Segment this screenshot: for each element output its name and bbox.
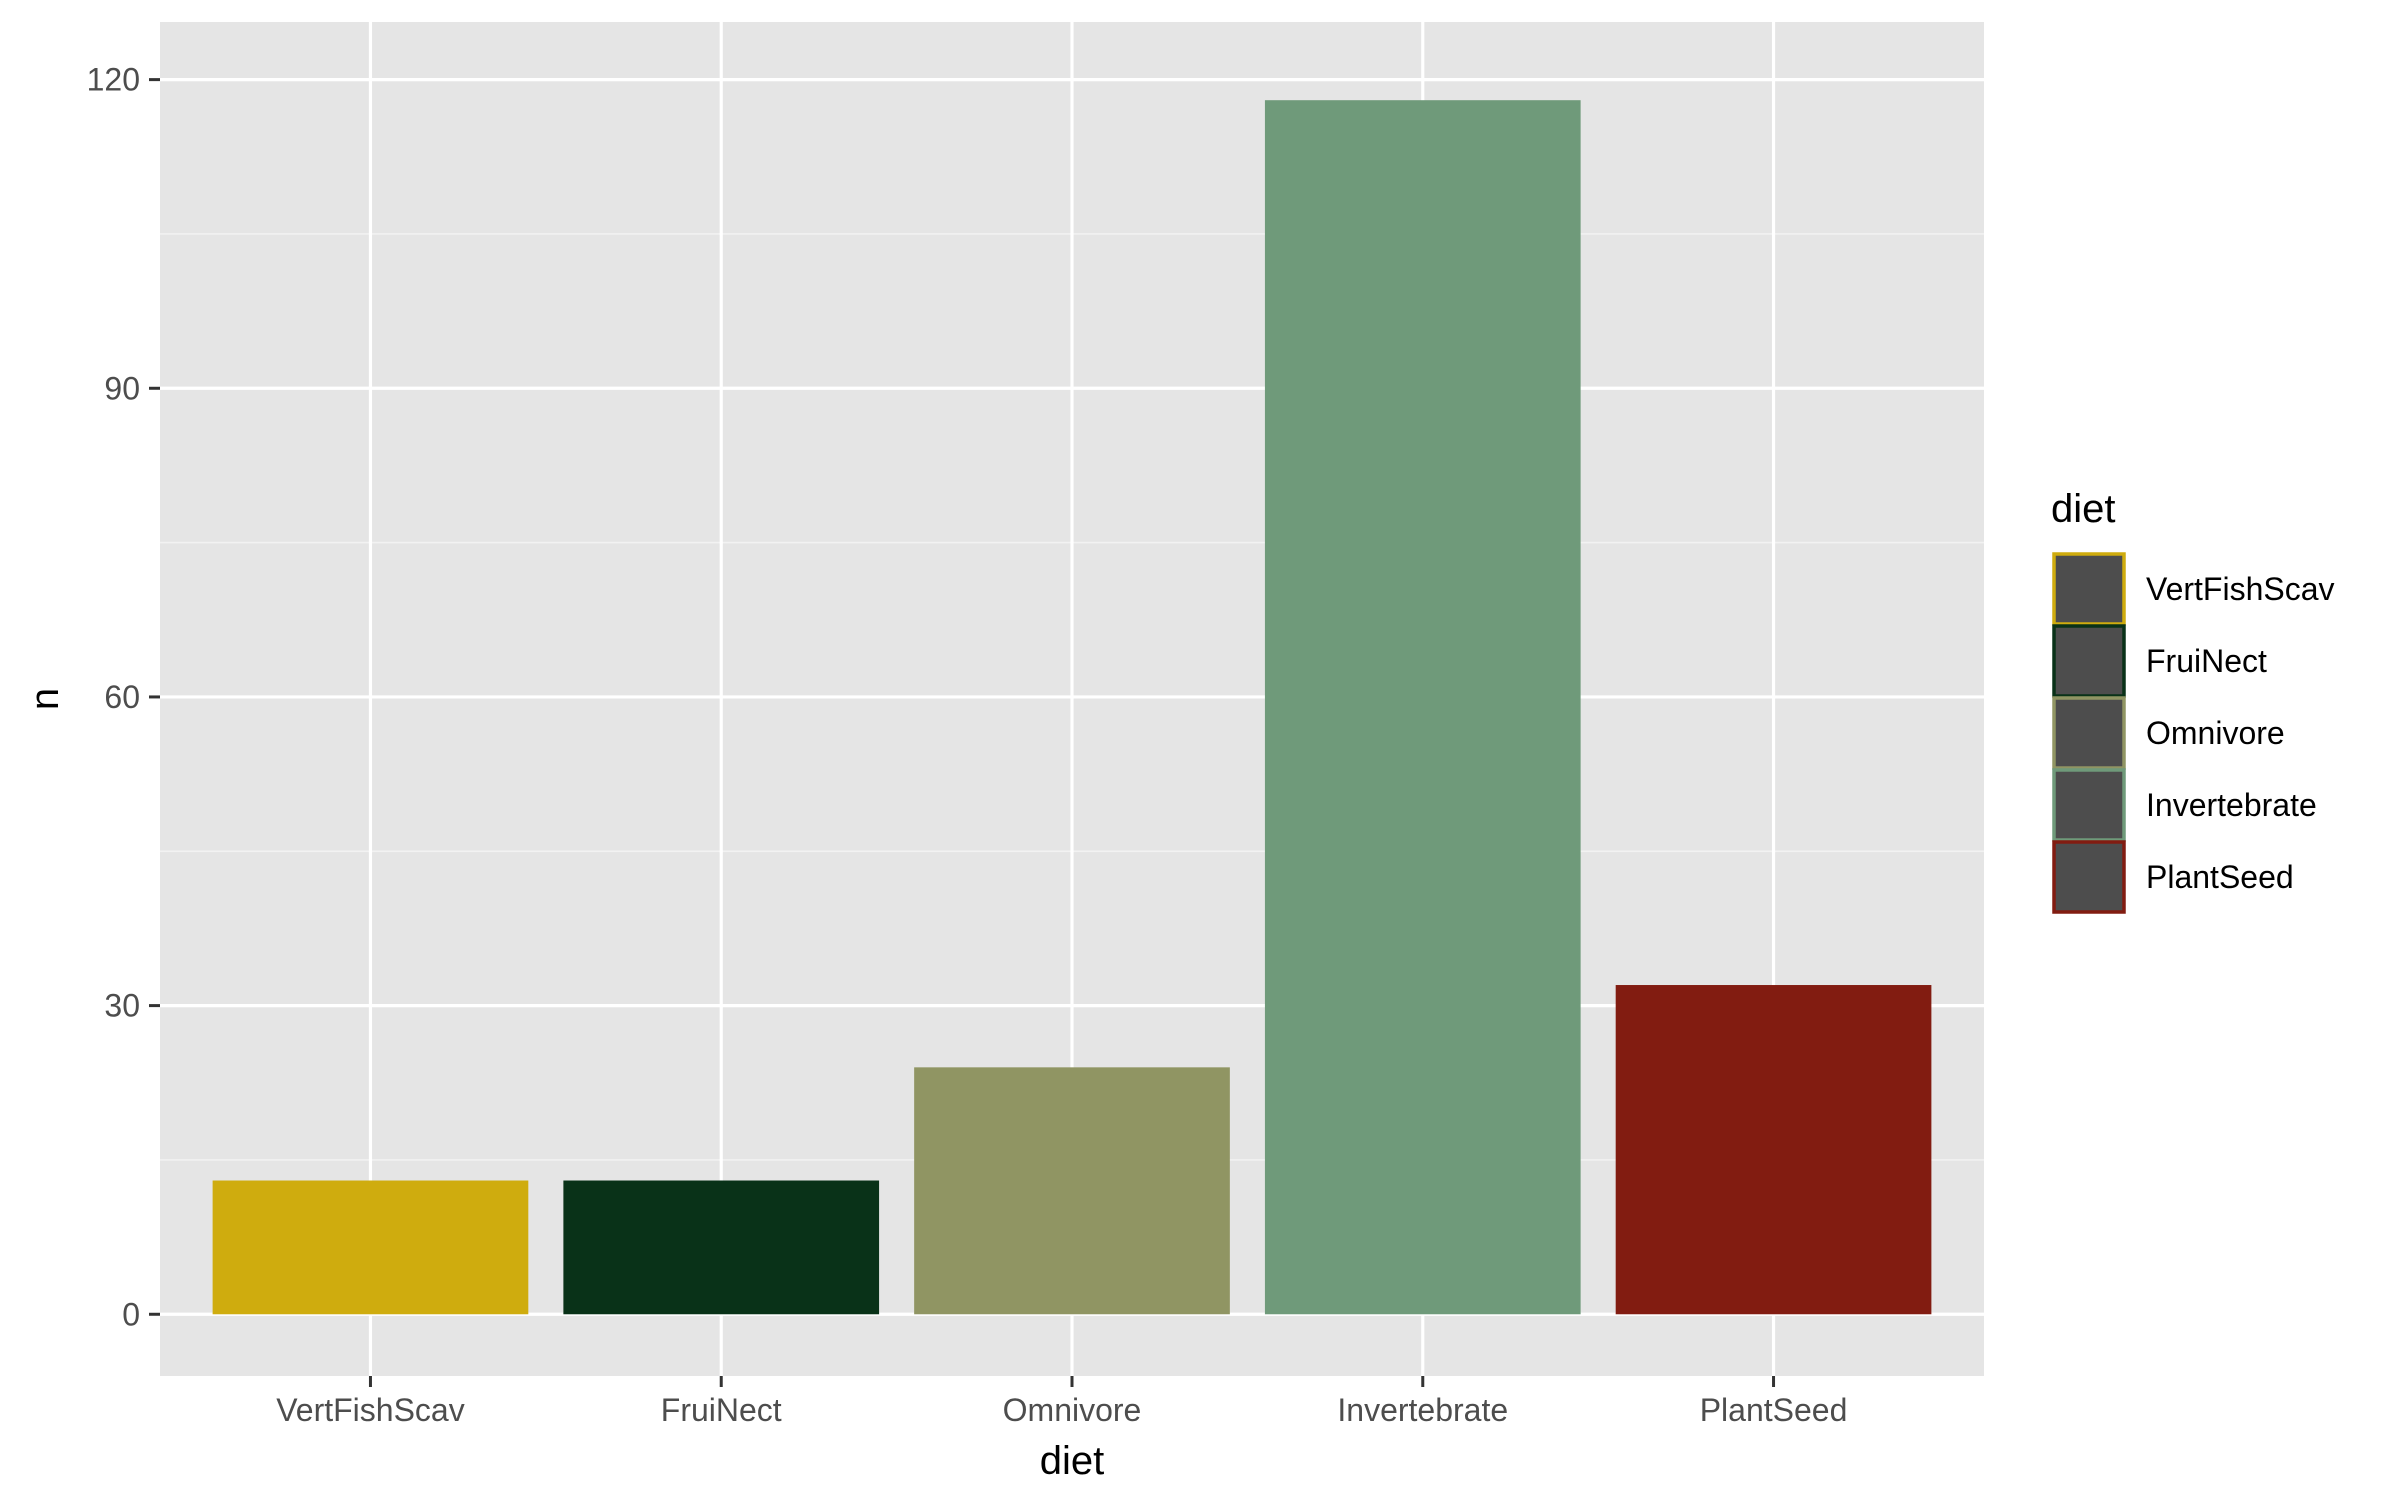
legend-label: FruiNect xyxy=(2146,643,2267,679)
bars xyxy=(212,100,1932,1315)
bar-plantseed xyxy=(1615,985,1932,1315)
y-tick-label: 0 xyxy=(122,1296,140,1332)
legend-label: VertFishScav xyxy=(2146,571,2335,607)
x-tick-label: Invertebrate xyxy=(1337,1392,1508,1428)
x-tick-label: VertFishScav xyxy=(276,1392,465,1428)
legend-key xyxy=(2052,768,2126,842)
y-axis-title: n xyxy=(23,688,67,710)
y-tick-label: 30 xyxy=(104,988,140,1024)
bar-fruinect xyxy=(563,1180,880,1315)
legend-label: Invertebrate xyxy=(2146,787,2317,823)
x-axis-title: diet xyxy=(1040,1439,1105,1483)
legend-label: Omnivore xyxy=(2146,715,2285,751)
legend-label: PlantSeed xyxy=(2146,859,2294,895)
y-tick-label: 60 xyxy=(104,679,140,715)
legend: diet VertFishScav FruiNect Omnivore Inverte… xyxy=(2051,487,2335,914)
x-tick-label: Omnivore xyxy=(1003,1392,1142,1428)
legend-title: diet xyxy=(2051,487,2116,531)
bar-omnivore xyxy=(914,1067,1230,1315)
x-tick-label: FruiNect xyxy=(661,1392,782,1428)
x-tick-label: PlantSeed xyxy=(1700,1392,1848,1428)
y-tick-label: 120 xyxy=(87,62,140,98)
bar-invertebrate xyxy=(1264,100,1581,1315)
legend-key xyxy=(2052,696,2126,770)
y-axis: 0 30 60 90 120 xyxy=(87,62,160,1332)
x-axis: VertFishScav FruiNect Omnivore Invertebrate… xyxy=(276,1376,1847,1428)
bar-vertfishscav xyxy=(212,1180,529,1315)
legend-key xyxy=(2052,624,2126,698)
major-gridlines xyxy=(160,22,1984,1376)
y-tick-label: 90 xyxy=(104,370,140,406)
legend-key xyxy=(2052,840,2126,914)
legend-key xyxy=(2052,552,2126,626)
